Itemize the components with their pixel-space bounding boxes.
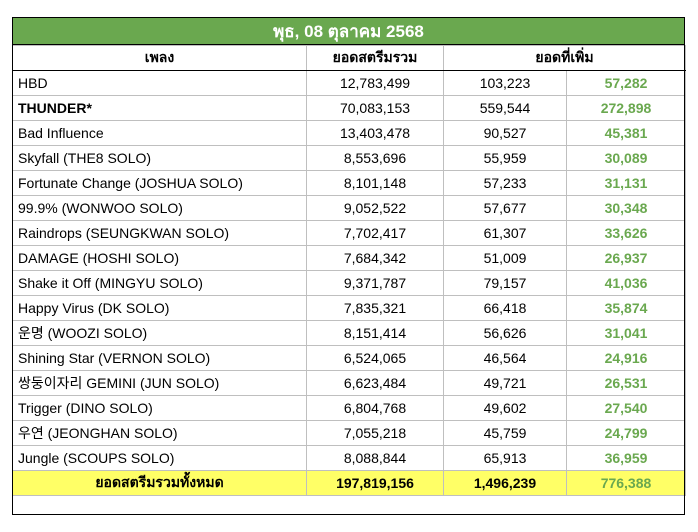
table-row: Trigger (DINO SOLO) 6,804,768 49,602 27,540 [12, 395, 686, 421]
date-title: พุธ, 08 ตุลาคม 2568 [12, 17, 685, 45]
total-streams: 8,151,414 [306, 320, 444, 346]
song-name: THUNDER* [12, 95, 307, 121]
song-name: Fortunate Change (JOSHUA SOLO) [12, 170, 307, 196]
table-row: Shake it Off (MINGYU SOLO) 9,371,787 79,15… [12, 270, 686, 296]
song-name: Jungle (SCOUPS SOLO) [12, 445, 307, 471]
song-name: DAMAGE (HOSHI SOLO) [12, 245, 307, 271]
total-streams: 8,101,148 [306, 170, 444, 196]
song-name: Shake it Off (MINGYU SOLO) [12, 270, 307, 296]
header-increase: ยอดที่เพิ่ม [443, 45, 686, 71]
song-name: Raindrops (SEUNGKWAN SOLO) [12, 220, 307, 246]
totals-label: ยอดสตรีมรวมทั้งหมด [12, 470, 307, 496]
table-row: 99.9% (WONWOO SOLO) 9,052,522 57,677 30,348 [12, 195, 686, 221]
table-row: Jungle (SCOUPS SOLO) 8,088,844 65,913 36,95… [12, 445, 686, 471]
stream-gain: 26,531 [566, 370, 686, 396]
daily-streams: 45,759 [443, 420, 567, 446]
stream-gain: 31,041 [566, 320, 686, 346]
song-name: 우연 (JEONGHAN SOLO) [12, 420, 307, 446]
totals-gain: 776,388 [566, 470, 686, 496]
daily-streams: 49,721 [443, 370, 567, 396]
total-streams: 9,052,522 [306, 195, 444, 221]
table-row: HBD 12,783,499 103,223 57,282 [12, 70, 686, 96]
song-name: Skyfall (THE8 SOLO) [12, 145, 307, 171]
total-streams: 13,403,478 [306, 120, 444, 146]
daily-streams: 56,626 [443, 320, 567, 346]
table-row: DAMAGE (HOSHI SOLO) 7,684,342 51,009 26,937 [12, 245, 686, 271]
total-streams: 12,783,499 [306, 70, 444, 96]
stream-gain: 24,916 [566, 345, 686, 371]
daily-streams: 90,527 [443, 120, 567, 146]
stream-gain: 57,282 [566, 70, 686, 96]
daily-streams: 103,223 [443, 70, 567, 96]
stream-gain: 27,540 [566, 395, 686, 421]
daily-streams: 79,157 [443, 270, 567, 296]
totals-row: ยอดสตรีมรวมทั้งหมด 197,819,156 1,496,239… [12, 470, 686, 496]
daily-streams: 559,544 [443, 95, 567, 121]
daily-streams: 46,564 [443, 345, 567, 371]
table-row: 우연 (JEONGHAN SOLO) 7,055,218 45,759 24,799 [12, 420, 686, 446]
stream-gain: 26,937 [566, 245, 686, 271]
table-row: 쌍둥이자리 GEMINI (JUN SOLO) 6,623,484 49,721 26… [12, 370, 686, 396]
stream-gain: 31,131 [566, 170, 686, 196]
total-streams: 70,083,153 [306, 95, 444, 121]
table-row: Bad Influence 13,403,478 90,527 45,381 [12, 120, 686, 146]
song-name: Trigger (DINO SOLO) [12, 395, 307, 421]
daily-streams: 57,233 [443, 170, 567, 196]
daily-streams: 65,913 [443, 445, 567, 471]
daily-streams: 55,959 [443, 145, 567, 171]
daily-streams: 57,677 [443, 195, 567, 221]
total-streams: 6,623,484 [306, 370, 444, 396]
stream-gain: 36,959 [566, 445, 686, 471]
stream-gain: 45,381 [566, 120, 686, 146]
song-name: Shining Star (VERNON SOLO) [12, 345, 307, 371]
daily-streams: 49,602 [443, 395, 567, 421]
table-body: HBD 12,783,499 103,223 57,282 THUNDER* 70,083… [12, 70, 686, 471]
stream-gain: 30,089 [566, 145, 686, 171]
song-name: 99.9% (WONWOO SOLO) [12, 195, 307, 221]
song-name: Bad Influence [12, 120, 307, 146]
total-streams: 7,684,342 [306, 245, 444, 271]
stream-gain: 33,626 [566, 220, 686, 246]
total-streams: 7,835,321 [306, 295, 444, 321]
total-streams: 6,804,768 [306, 395, 444, 421]
header-row: เพลง ยอดสตรีมรวม ยอดที่เพิ่ม [12, 45, 686, 71]
table-row: Happy Virus (DK SOLO) 7,835,321 66,418 35,8… [12, 295, 686, 321]
totals-daily: 1,496,239 [443, 470, 567, 496]
totals-total: 197,819,156 [306, 470, 444, 496]
song-name: HBD [12, 70, 307, 96]
daily-streams: 51,009 [443, 245, 567, 271]
song-name: 운명 (WOOZI SOLO) [12, 320, 307, 346]
daily-streams: 66,418 [443, 295, 567, 321]
daily-streams: 61,307 [443, 220, 567, 246]
stream-gain: 272,898 [566, 95, 686, 121]
table-row: Raindrops (SEUNGKWAN SOLO) 7,702,417 61,30… [12, 220, 686, 246]
header-song: เพลง [12, 45, 307, 71]
stream-gain: 41,036 [566, 270, 686, 296]
table-row: Skyfall (THE8 SOLO) 8,553,696 55,959 30,089 [12, 145, 686, 171]
header-total-streams: ยอดสตรีมรวม [306, 45, 444, 71]
total-streams: 6,524,065 [306, 345, 444, 371]
song-name: Happy Virus (DK SOLO) [12, 295, 307, 321]
stream-gain: 30,348 [566, 195, 686, 221]
stream-gain: 35,874 [566, 295, 686, 321]
total-streams: 9,371,787 [306, 270, 444, 296]
table-row: THUNDER* 70,083,153 559,544 272,898 [12, 95, 686, 121]
song-name: 쌍둥이자리 GEMINI (JUN SOLO) [12, 370, 307, 396]
table-row: Shining Star (VERNON SOLO) 6,524,065 46,56… [12, 345, 686, 371]
stream-table-sheet: พุธ, 08 ตุลาคม 2568 เพลง ยอดสตรีมรวม ยอด… [12, 17, 686, 496]
stream-gain: 24,799 [566, 420, 686, 446]
stream-table: เพลง ยอดสตรีมรวม ยอดที่เพิ่ม HBD 12,783,4… [12, 45, 686, 496]
total-streams: 8,088,844 [306, 445, 444, 471]
total-streams: 7,702,417 [306, 220, 444, 246]
table-row: 운명 (WOOZI SOLO) 8,151,414 56,626 31,041 [12, 320, 686, 346]
table-row: Fortunate Change (JOSHUA SOLO) 8,101,148 5… [12, 170, 686, 196]
total-streams: 8,553,696 [306, 145, 444, 171]
total-streams: 7,055,218 [306, 420, 444, 446]
